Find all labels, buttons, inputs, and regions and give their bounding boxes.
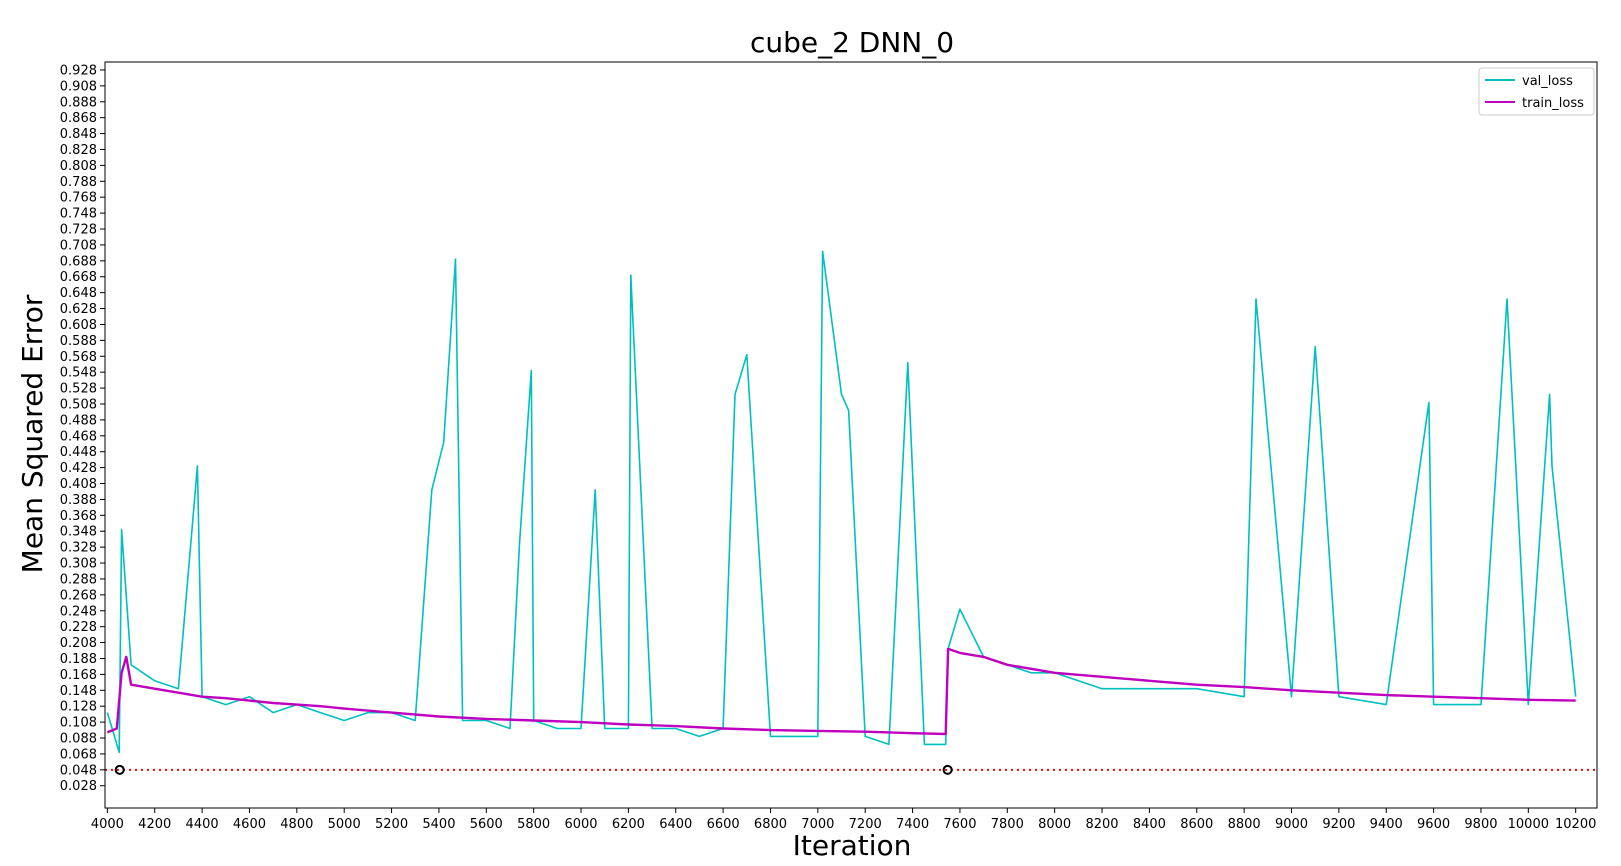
y-tick-label: 0.528 bbox=[60, 382, 97, 397]
y-tick-label: 0.228 bbox=[60, 620, 97, 635]
y-tick-label: 0.168 bbox=[60, 668, 97, 683]
x-tick-label: 9600 bbox=[1417, 817, 1450, 832]
y-tick-label: 0.368 bbox=[60, 509, 97, 524]
y-tick-label: 0.048 bbox=[60, 763, 97, 778]
y-tick-label: 0.428 bbox=[60, 461, 97, 476]
x-tick-label: 7600 bbox=[943, 817, 976, 832]
x-tick-label: 7000 bbox=[801, 817, 834, 832]
min-marker-0 bbox=[114, 764, 125, 775]
series-line-val-loss bbox=[106, 250, 1577, 754]
x-tick-label: 7800 bbox=[991, 817, 1024, 832]
x-tick-label: 6400 bbox=[659, 817, 692, 832]
y-tick-label: 0.188 bbox=[60, 652, 97, 667]
x-tick-label: 5600 bbox=[470, 817, 503, 832]
x-tick-label: 6800 bbox=[754, 817, 787, 832]
y-tick-label: 0.328 bbox=[60, 541, 97, 556]
series-line-train-loss bbox=[106, 647, 1576, 736]
y-tick-label: 0.248 bbox=[60, 604, 97, 619]
y-tick-label: 0.568 bbox=[60, 350, 97, 365]
x-tick-label: 6000 bbox=[564, 817, 597, 832]
chart-title: cube_2 DNN_0 bbox=[750, 26, 954, 59]
y-tick-label: 0.468 bbox=[60, 429, 97, 444]
y-tick-label: 0.808 bbox=[60, 159, 97, 174]
y-tick-label: 0.768 bbox=[60, 191, 97, 206]
y-tick-label: 0.708 bbox=[60, 238, 97, 253]
y-tick-label: 0.628 bbox=[60, 302, 97, 317]
y-tick-label: 0.288 bbox=[60, 572, 97, 587]
y-tick-label: 0.448 bbox=[60, 445, 97, 460]
y-tick-label: 0.068 bbox=[60, 747, 97, 762]
legend-label-val-loss: val_loss bbox=[1522, 74, 1573, 89]
y-tick-label: 0.128 bbox=[60, 700, 97, 715]
plot-area: 4000 4200 4400 4600 4800 5000 5200 5400 5600 5800… bbox=[60, 61, 1598, 832]
x-tick-label: 9000 bbox=[1275, 817, 1308, 832]
y-tick-label: 0.508 bbox=[60, 397, 97, 412]
x-tick-label: 5000 bbox=[328, 817, 361, 832]
x-tick-label: 7200 bbox=[849, 817, 882, 832]
y-tick-label: 0.828 bbox=[60, 143, 97, 158]
x-tick-label: 8800 bbox=[1228, 817, 1261, 832]
y-tick-label: 0.788 bbox=[60, 175, 97, 190]
x-tick-label: 8000 bbox=[1038, 817, 1071, 832]
x-tick-label: 10000 bbox=[1508, 817, 1549, 832]
min-marker-1 bbox=[942, 764, 953, 775]
y-tick-label: 0.928 bbox=[60, 63, 97, 78]
y-tick-label: 0.868 bbox=[60, 111, 97, 126]
x-tick-label: 4000 bbox=[91, 817, 124, 832]
x-tick-label: 6600 bbox=[707, 817, 740, 832]
x-tick-label: 9200 bbox=[1322, 817, 1355, 832]
y-axis-label: Mean Squared Error bbox=[16, 294, 49, 573]
y-tick-label: 0.268 bbox=[60, 588, 97, 603]
x-tick-label: 8600 bbox=[1180, 817, 1213, 832]
y-tick-label: 0.308 bbox=[60, 557, 97, 572]
y-tick-label: 0.608 bbox=[60, 318, 97, 333]
legend: val_loss train_loss bbox=[1478, 67, 1595, 116]
y-tick-label: 0.088 bbox=[60, 732, 97, 747]
y-tick-label: 0.888 bbox=[60, 95, 97, 110]
y-tick-label: 0.748 bbox=[60, 207, 97, 222]
y-tick-label: 0.908 bbox=[60, 79, 97, 94]
x-tick-label: 4200 bbox=[138, 817, 171, 832]
y-tick-label: 0.488 bbox=[60, 413, 97, 428]
y-tick-label: 0.388 bbox=[60, 493, 97, 508]
x-tick-label: 5800 bbox=[517, 817, 550, 832]
y-tick-label: 0.028 bbox=[60, 779, 97, 794]
y-tick-label: 0.108 bbox=[60, 716, 97, 731]
y-tick-label: 0.348 bbox=[60, 525, 97, 540]
y-tick-label: 0.648 bbox=[60, 286, 97, 301]
x-tick-label: 8200 bbox=[1085, 817, 1118, 832]
x-tick-label: 5200 bbox=[375, 817, 408, 832]
x-axis-label: Iteration bbox=[793, 829, 912, 862]
x-tick-label: 4400 bbox=[186, 817, 219, 832]
y-tick-label: 0.548 bbox=[60, 366, 97, 381]
y-tick-label: 0.588 bbox=[60, 334, 97, 349]
x-tick-label: 9800 bbox=[1464, 817, 1497, 832]
x-tick-label: 4600 bbox=[233, 817, 266, 832]
x-tick-label: 9400 bbox=[1370, 817, 1403, 832]
y-tick-label: 0.408 bbox=[60, 477, 97, 492]
x-tick-label: 8400 bbox=[1133, 817, 1166, 832]
y-tick-label: 0.848 bbox=[60, 127, 97, 142]
y-tick-label: 0.208 bbox=[60, 636, 97, 651]
y-tick-label: 0.668 bbox=[60, 270, 97, 285]
axes-frame bbox=[104, 61, 1598, 809]
y-tick-label: 0.148 bbox=[60, 684, 97, 699]
x-tick-label: 7400 bbox=[896, 817, 929, 832]
legend-label-train-loss: train_loss bbox=[1522, 96, 1584, 111]
y-tick-label: 0.728 bbox=[60, 223, 97, 238]
x-tick-label: 6200 bbox=[612, 817, 645, 832]
y-tick-label: 0.688 bbox=[60, 254, 97, 269]
x-tick-label: 5400 bbox=[422, 817, 455, 832]
x-tick-label: 4800 bbox=[280, 817, 313, 832]
x-tick-label: 10200 bbox=[1555, 817, 1596, 832]
